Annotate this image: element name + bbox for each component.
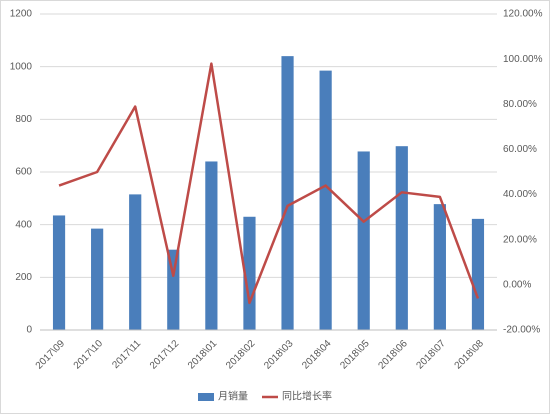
bar: [52, 215, 66, 330]
legend-label: 同比增长率: [282, 390, 332, 403]
y-tick-label: 0: [26, 325, 32, 336]
bar: [205, 161, 218, 330]
bar: [433, 204, 446, 330]
y2-tick-label: 80.00%: [503, 99, 537, 110]
y-tick-label: 1000: [10, 61, 33, 72]
bar: [167, 249, 180, 330]
bar: [129, 194, 142, 330]
bar: [319, 70, 332, 330]
bar: [357, 151, 370, 330]
y2-tick-label: 0.00%: [503, 279, 531, 290]
y-tick-label: 800: [15, 114, 32, 125]
bar: [395, 146, 408, 330]
y2-tick-label: 100.00%: [503, 54, 543, 65]
bar: [471, 218, 485, 330]
legend-swatch: [198, 393, 214, 401]
y2-tick-label: 40.00%: [503, 189, 537, 200]
bar: [91, 228, 104, 330]
y2-tick-label: -20.00%: [503, 325, 540, 336]
y2-tick-label: 20.00%: [503, 234, 537, 245]
y2-tick-label: 60.00%: [503, 144, 537, 155]
bar: [243, 216, 256, 330]
bar: [281, 56, 294, 331]
y-tick-label: 200: [15, 272, 32, 283]
line: [58, 62, 480, 305]
y-tick-label: 1200: [10, 9, 33, 20]
y-tick-label: 600: [15, 167, 32, 178]
legend-label: 月销量: [218, 390, 248, 403]
y2-tick-label: 120.00%: [503, 9, 543, 20]
y-tick-label: 400: [15, 219, 32, 230]
